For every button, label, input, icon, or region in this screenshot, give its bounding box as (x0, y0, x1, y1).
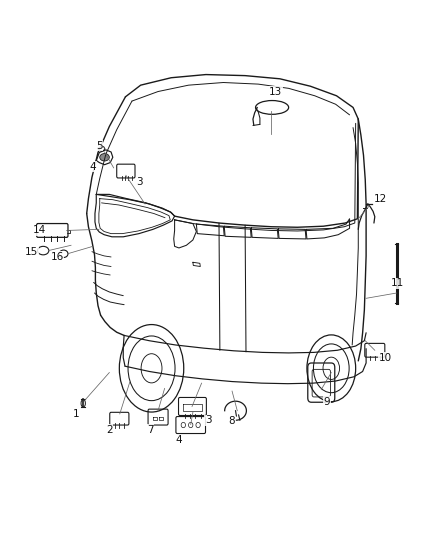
Text: 3: 3 (205, 415, 212, 425)
Text: 2: 2 (106, 425, 113, 435)
Text: 8: 8 (229, 416, 235, 426)
Text: 15: 15 (25, 247, 39, 257)
Text: 9: 9 (324, 397, 330, 407)
Text: 14: 14 (33, 225, 46, 236)
Text: 4: 4 (89, 162, 96, 172)
Text: 11: 11 (391, 278, 404, 288)
Text: 3: 3 (137, 176, 143, 187)
Text: 12: 12 (374, 193, 387, 204)
Text: 5: 5 (96, 141, 102, 151)
Text: 4: 4 (176, 435, 182, 446)
Text: 13: 13 (269, 86, 282, 96)
Text: 1: 1 (73, 409, 80, 419)
Text: 10: 10 (379, 353, 392, 362)
Ellipse shape (100, 154, 110, 161)
Text: 7: 7 (147, 425, 154, 435)
Text: 16: 16 (50, 252, 64, 262)
